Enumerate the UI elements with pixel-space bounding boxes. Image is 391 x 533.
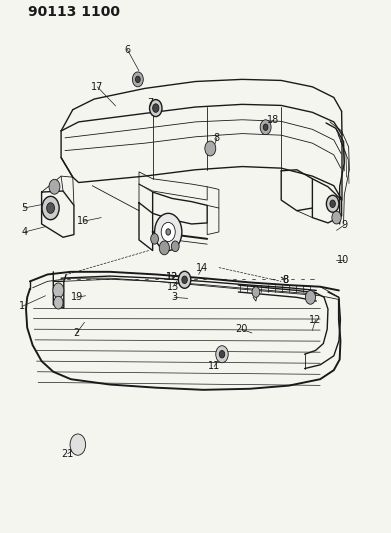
Circle shape (252, 287, 260, 297)
Text: 14: 14 (196, 263, 209, 272)
Circle shape (149, 100, 162, 117)
Text: 19: 19 (70, 292, 83, 302)
Text: 90113 1100: 90113 1100 (28, 5, 120, 19)
Text: 11: 11 (208, 361, 220, 372)
Text: 13: 13 (167, 282, 179, 292)
Text: 17: 17 (91, 82, 104, 92)
Text: 10: 10 (337, 255, 350, 265)
Circle shape (49, 179, 60, 194)
Circle shape (171, 241, 179, 252)
Text: 6: 6 (124, 45, 130, 54)
Circle shape (154, 213, 182, 251)
Text: 21: 21 (61, 449, 74, 458)
Circle shape (305, 290, 316, 304)
Text: 20: 20 (235, 324, 248, 334)
Circle shape (159, 241, 169, 255)
Text: 16: 16 (77, 216, 90, 227)
Circle shape (151, 233, 158, 244)
Circle shape (219, 351, 225, 358)
Circle shape (178, 271, 191, 288)
Text: 12: 12 (309, 314, 322, 325)
Circle shape (54, 296, 63, 309)
Circle shape (260, 120, 271, 135)
Text: 12: 12 (166, 272, 178, 282)
Text: 3: 3 (171, 292, 177, 302)
Circle shape (47, 203, 54, 213)
Circle shape (70, 434, 86, 455)
Text: 18: 18 (267, 115, 280, 125)
Circle shape (42, 196, 59, 220)
Circle shape (326, 195, 339, 212)
Circle shape (332, 211, 341, 224)
Circle shape (205, 141, 216, 156)
Circle shape (136, 76, 140, 83)
Circle shape (152, 104, 159, 112)
Circle shape (133, 72, 143, 87)
Text: 8: 8 (214, 133, 220, 143)
Circle shape (161, 222, 175, 241)
Circle shape (53, 283, 64, 298)
Text: 12: 12 (166, 272, 178, 282)
Text: 2: 2 (74, 328, 80, 338)
Circle shape (166, 229, 170, 235)
Circle shape (330, 200, 335, 207)
Circle shape (216, 346, 228, 363)
Text: 9: 9 (341, 220, 347, 230)
Text: 5: 5 (21, 203, 27, 213)
Text: 4: 4 (22, 227, 28, 237)
Text: 7: 7 (147, 98, 154, 108)
Text: 8: 8 (282, 275, 288, 285)
Circle shape (263, 124, 268, 131)
Text: 8: 8 (282, 275, 288, 285)
Circle shape (182, 276, 187, 284)
Text: 1: 1 (19, 301, 25, 311)
